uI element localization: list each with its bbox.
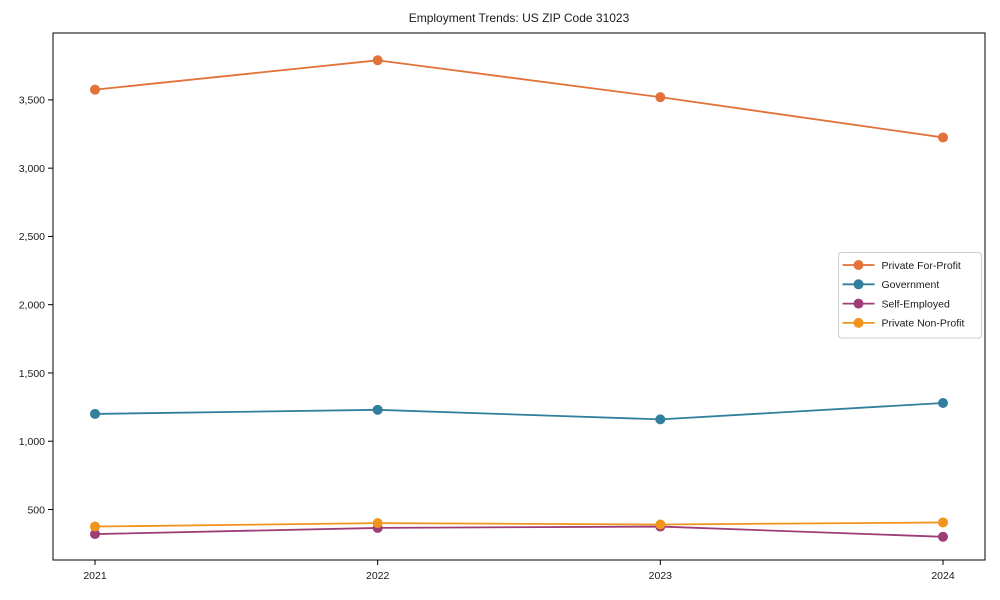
legend-label: Government xyxy=(882,279,940,291)
plot-frame xyxy=(52,32,986,561)
series-line-government xyxy=(94,402,944,421)
series-line-self-employed xyxy=(94,525,944,538)
data-point-private-for-profit-2022 xyxy=(372,55,383,66)
y-axis-tick-label: 3,500 xyxy=(19,95,45,107)
y-axis-tick-label: 2,500 xyxy=(19,231,45,243)
y-axis-tick-label: 2,000 xyxy=(19,299,45,311)
series-line-private-non-profit xyxy=(94,521,944,528)
data-point-private-non-profit-2021 xyxy=(90,521,100,532)
x-axis-tick-label: 2022 xyxy=(366,570,390,582)
series-line-private-for-profit xyxy=(94,59,944,139)
x-axis-tick-label: 2021 xyxy=(83,570,107,582)
chart-title: Employment Trends: US ZIP Code 31023 xyxy=(408,11,630,25)
data-point-government-2023 xyxy=(655,414,666,425)
data-point-self-employed-2021 xyxy=(90,529,100,540)
legend-marker-icon xyxy=(853,317,864,328)
data-point-government-2024 xyxy=(938,397,948,408)
legend-marker-icon xyxy=(853,279,864,290)
data-point-private-non-profit-2022 xyxy=(372,518,383,529)
legend-item-private-non-profit: Private Non-Profit xyxy=(842,317,965,330)
data-point-government-2021 xyxy=(90,408,100,419)
x-axis-tick-label: 2024 xyxy=(931,570,955,582)
y-axis-tick-label: 3,000 xyxy=(19,163,45,175)
legend-marker-icon xyxy=(853,260,864,270)
legend-item-private-for-profit: Private For-Profit xyxy=(842,260,961,272)
data-point-private-non-profit-2023 xyxy=(655,519,666,530)
data-point-government-2022 xyxy=(372,404,383,415)
y-axis-tick-label: 500 xyxy=(27,504,45,516)
legend-label: Self-Employed xyxy=(882,298,950,310)
legend-item-self-employed: Self-Employed xyxy=(842,298,950,310)
legend-label: Private For-Profit xyxy=(882,260,961,272)
data-point-self-employed-2024 xyxy=(938,531,948,542)
y-axis-tick-label: 1,500 xyxy=(19,368,45,380)
legend-box xyxy=(838,252,982,339)
legend-label: Private Non-Profit xyxy=(882,318,965,330)
x-axis-tick-label: 2023 xyxy=(649,570,673,582)
legend-item-government: Government xyxy=(842,279,940,291)
y-axis-tick-label: 1,000 xyxy=(19,436,45,448)
data-point-private-for-profit-2024 xyxy=(938,132,948,143)
data-point-private-for-profit-2023 xyxy=(655,92,666,103)
legend-marker-icon xyxy=(853,298,864,309)
legend: Private For-Profit Government Self-Employe… xyxy=(838,252,982,339)
data-point-private-non-profit-2024 xyxy=(938,517,948,528)
data-point-private-for-profit-2021 xyxy=(90,84,100,95)
